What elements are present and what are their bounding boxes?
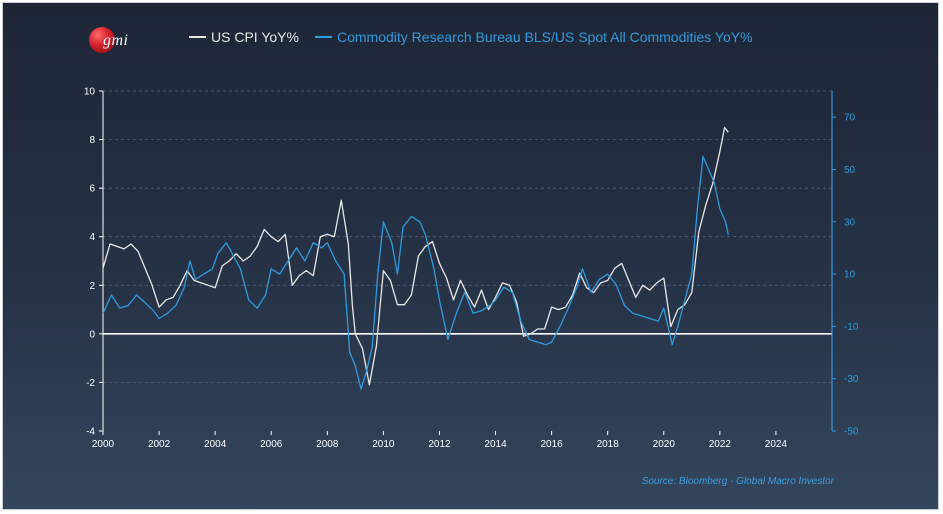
x-tick-label-6: 2012 bbox=[428, 439, 451, 450]
logo-ball-icon bbox=[89, 27, 115, 53]
y-right-tick-label-1: -30 bbox=[844, 374, 859, 385]
x-tick-label-7: 2014 bbox=[484, 439, 507, 450]
line-chart: -4 -2 0 2 4 6 8 10 -50 -30 -10 10 30 50 70 2000 2002 2004… bbox=[84, 87, 859, 451]
series-line-commodities bbox=[102, 155, 729, 390]
y-right-tick-label-5: 50 bbox=[844, 165, 856, 176]
y-left-tick-label-2: 0 bbox=[89, 329, 95, 340]
x-tick-label-3: 2006 bbox=[260, 439, 283, 450]
legend-swatch-commodities bbox=[315, 36, 332, 38]
x-tick-label-9: 2018 bbox=[597, 439, 620, 450]
y-left-tick-label-4: 4 bbox=[89, 232, 95, 243]
x-tick-label-1: 2002 bbox=[148, 439, 171, 450]
y-right-tick-label-3: 10 bbox=[844, 270, 856, 281]
x-tick-label-0: 2000 bbox=[92, 439, 115, 450]
y-left-tick-label-3: 2 bbox=[89, 281, 95, 292]
logo-text: gmi bbox=[103, 32, 129, 49]
y-left-tick-label-7: 10 bbox=[84, 87, 96, 98]
y-right-tick-label-2: -10 bbox=[844, 322, 859, 333]
legend-label-cpi: US CPI YoY% bbox=[211, 29, 299, 45]
x-tick-label-4: 2008 bbox=[316, 439, 339, 450]
y-left-tick-label-6: 8 bbox=[89, 135, 95, 146]
x-tick-label-2: 2004 bbox=[204, 439, 227, 450]
y-left-tick-label-0: -4 bbox=[86, 427, 95, 438]
x-tick-label-8: 2016 bbox=[540, 439, 563, 450]
y-right-tick-label-6: 70 bbox=[844, 113, 856, 124]
y-left-tick-label-5: 6 bbox=[89, 184, 95, 195]
y-right-tick-label-4: 30 bbox=[844, 217, 856, 228]
legend-swatch-cpi bbox=[189, 36, 206, 38]
x-tick-label-10: 2020 bbox=[653, 439, 676, 450]
y-right-tick-label-0: -50 bbox=[844, 427, 859, 438]
source-note: Source: Bloomberg - Global Macro Investo… bbox=[641, 476, 834, 487]
legend-item-cpi: US CPI YoY% bbox=[189, 29, 299, 45]
legend-item-commodities: Commodity Research Bureau BLS/US Spot Al… bbox=[315, 29, 753, 45]
x-tick-label-11: 2022 bbox=[709, 439, 732, 450]
x-tick-label-5: 2010 bbox=[372, 439, 395, 450]
legend-label-commodities: Commodity Research Bureau BLS/US Spot Al… bbox=[337, 29, 753, 45]
series-line-cpi bbox=[102, 126, 729, 386]
y-left-tick-label-1: -2 bbox=[86, 378, 95, 389]
x-tick-label-12: 2024 bbox=[765, 439, 788, 450]
gmi-logo: gmi bbox=[89, 27, 149, 57]
